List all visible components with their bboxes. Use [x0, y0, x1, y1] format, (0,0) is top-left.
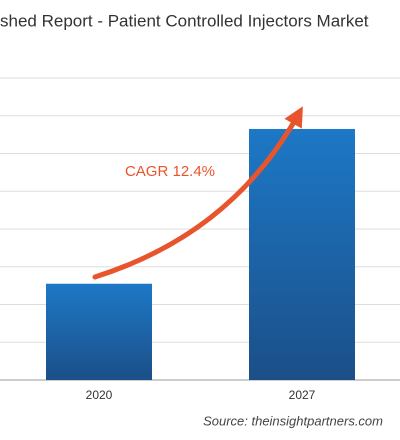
source-note: Source: theinsightpartners.com	[203, 413, 383, 428]
bar	[249, 128, 355, 380]
growth-arrow	[92, 106, 303, 280]
x-tick-label: 2020	[86, 388, 113, 402]
annotation: CAGR 12.4%	[125, 163, 215, 180]
bar	[46, 283, 152, 380]
chart-title: shed Report - Patient Controlled Injecto…	[0, 11, 369, 30]
x-tick-label: 2027	[289, 388, 316, 402]
